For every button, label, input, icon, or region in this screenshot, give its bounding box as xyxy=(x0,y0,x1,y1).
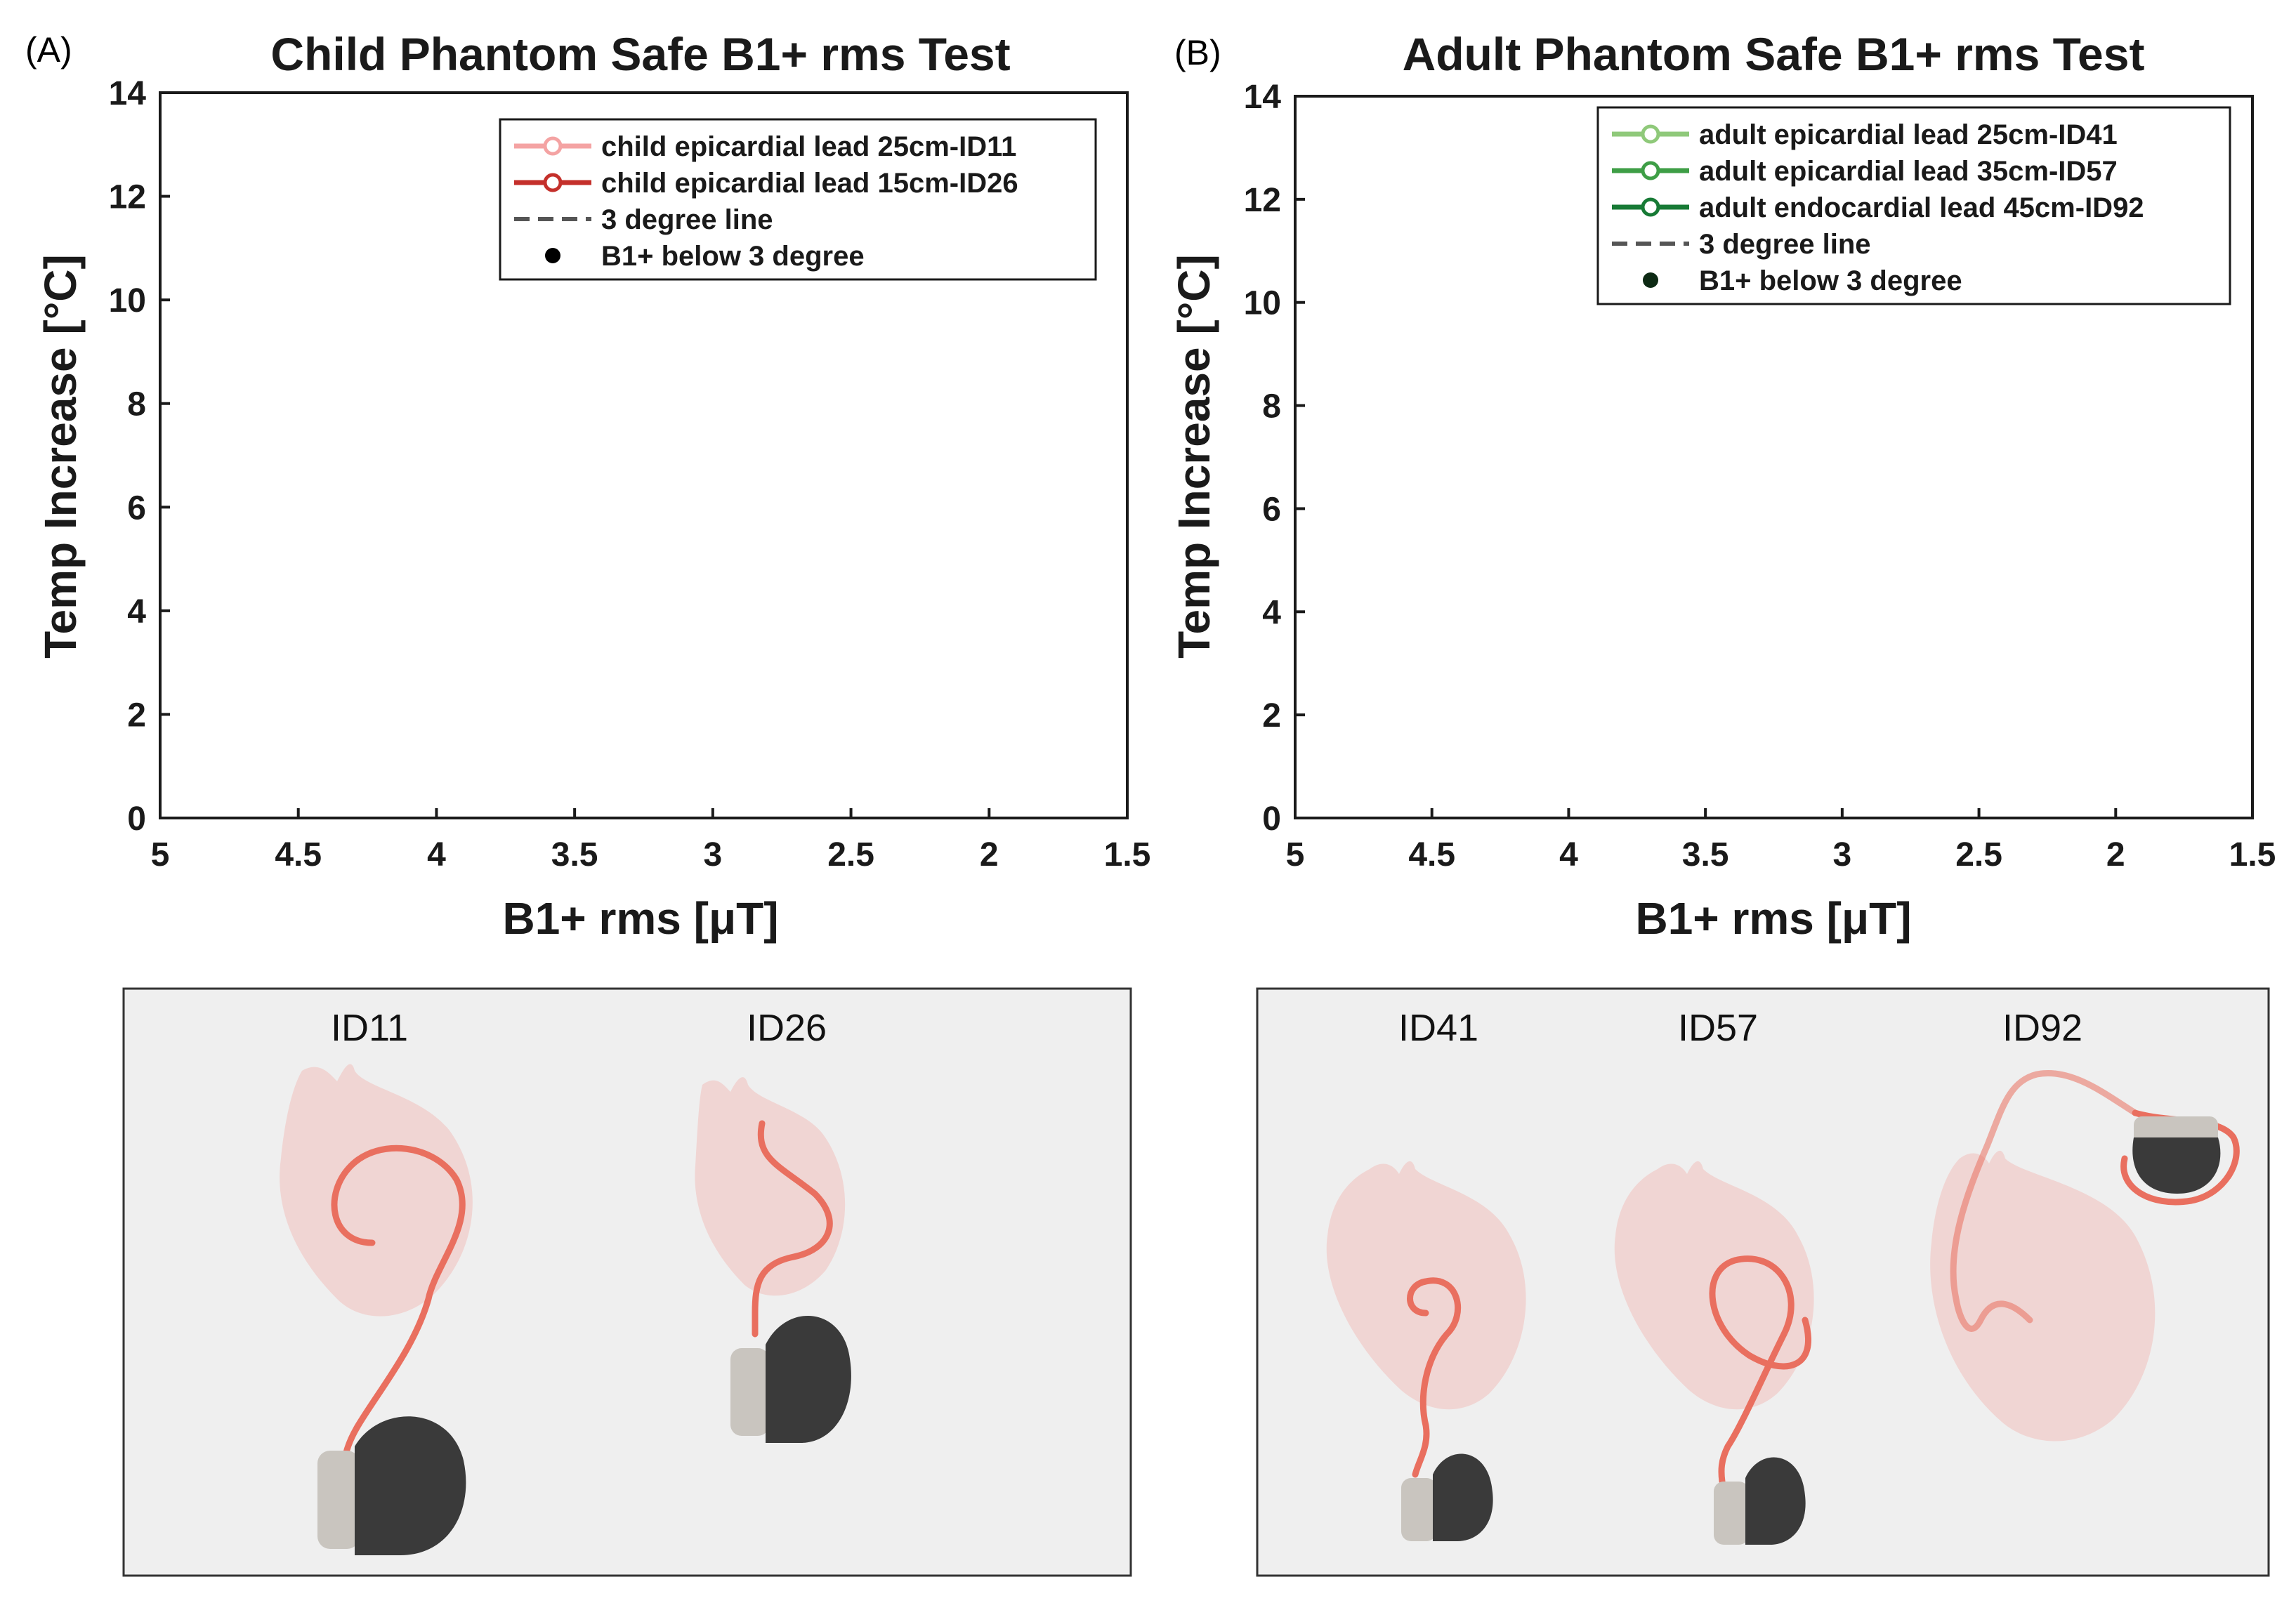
y-tick-label: 4 xyxy=(127,593,146,631)
heart-icon xyxy=(280,1064,473,1317)
illustration-panel-child: ID11 ID26 xyxy=(122,987,1132,1577)
lead-wire-id57 xyxy=(1709,1255,1811,1485)
illustration-panel-adult: ID41 ID57 ID92 xyxy=(1256,987,2270,1577)
x-tick-label: 2.5 xyxy=(827,836,874,873)
legend-swatch-marker xyxy=(1641,197,1660,217)
y-tick-label: 14 xyxy=(1244,79,1282,116)
x-tick-label: 4 xyxy=(1559,836,1578,873)
heart-icon xyxy=(1930,1150,2156,1442)
x-tick-label: 3.5 xyxy=(551,836,598,873)
pacemaker-body-id41 xyxy=(1433,1453,1493,1541)
y-tick-label: 8 xyxy=(1262,388,1281,426)
y-tick-label: 14 xyxy=(109,75,147,112)
y-tick-label: 6 xyxy=(127,489,146,527)
device-label-id11: ID11 xyxy=(331,1007,408,1049)
pacemaker-header-id26 xyxy=(730,1348,769,1436)
legend-label: 3 degree line xyxy=(1699,229,1871,260)
pacemaker-header-id41 xyxy=(1401,1478,1436,1541)
chart-a-xlabel: B1+ rms [μT] xyxy=(502,893,778,944)
legend-label: adult endocardial lead 45cm-ID92 xyxy=(1699,192,2144,223)
chart-a-ylabel: Temp Increase [°C] xyxy=(35,254,86,659)
legend-label: child epicardial lead 25cm-ID11 xyxy=(601,131,1016,162)
pacemaker-header-id11 xyxy=(317,1451,360,1549)
panel-label-a: (A) xyxy=(25,30,72,70)
pacemaker-body-id57 xyxy=(1745,1457,1806,1545)
legend-label: adult epicardial lead 25cm-ID41 xyxy=(1699,119,2118,150)
x-tick-label: 5 xyxy=(1286,836,1305,873)
device-label-id41: ID41 xyxy=(1398,1007,1478,1049)
chart-child-phantom: Child Phantom Safe B1+ rms Test B1+ rms … xyxy=(35,28,1150,944)
legend-label: B1+ below 3 degree xyxy=(601,241,865,272)
device-label-id57: ID57 xyxy=(1678,1007,1758,1049)
illustration-frame-left xyxy=(122,987,1132,1577)
chart-b-xlabel: B1+ rms [μT] xyxy=(1635,893,1911,944)
y-tick-label: 6 xyxy=(1262,491,1281,528)
lead-wire-id11 xyxy=(331,1144,466,1471)
legend-label: B1+ below 3 degree xyxy=(1699,265,1962,296)
heart-icon xyxy=(1326,1161,1526,1410)
chart-adult-phantom: Adult Phantom Safe B1+ rms Test B1+ rms … xyxy=(1169,28,2276,944)
legend-label: child epicardial lead 15cm-ID26 xyxy=(601,168,1018,199)
y-tick-label: 10 xyxy=(109,282,146,319)
heart-icon xyxy=(695,1077,846,1296)
x-tick-label: 4.5 xyxy=(1408,836,1455,873)
lead-wire-id92 xyxy=(1950,1070,2139,1332)
legend-swatch-marker xyxy=(1641,124,1660,144)
x-tick-label: 2 xyxy=(2106,836,2125,873)
legend-label: adult epicardial lead 35cm-ID57 xyxy=(1699,156,2118,187)
x-tick-label: 3.5 xyxy=(1682,836,1729,873)
y-tick-label: 12 xyxy=(109,179,146,216)
pacemaker-header-id57 xyxy=(1714,1482,1749,1545)
device-label-id92: ID92 xyxy=(2002,1007,2082,1049)
device-label-id26: ID26 xyxy=(747,1007,827,1049)
legend-swatch-dot xyxy=(1643,272,1658,288)
y-tick-label: 10 xyxy=(1244,285,1281,322)
x-tick-label: 4 xyxy=(427,836,446,873)
y-tick-label: 0 xyxy=(127,800,146,838)
panel-label-b: (B) xyxy=(1174,33,1221,72)
x-tick-label: 1.5 xyxy=(2229,836,2276,873)
x-tick-label: 5 xyxy=(151,836,170,873)
chart-a-title: Child Phantom Safe B1+ rms Test xyxy=(270,28,1010,80)
y-tick-label: 2 xyxy=(127,697,146,734)
y-tick-label: 0 xyxy=(1262,800,1281,838)
x-tick-label: 4.5 xyxy=(275,836,322,873)
pacemaker-body-id92 xyxy=(2132,1137,2221,1194)
x-tick-label: 2.5 xyxy=(1955,836,2002,873)
x-tick-label: 3 xyxy=(1833,836,1852,873)
legend-box xyxy=(499,118,1097,281)
x-tick-label: 1.5 xyxy=(1104,836,1151,873)
y-tick-label: 8 xyxy=(127,386,146,423)
x-tick-label: 3 xyxy=(704,836,723,873)
legend-swatch-marker xyxy=(543,173,563,192)
legend-box xyxy=(1596,106,2231,305)
y-tick-label: 2 xyxy=(1262,697,1281,734)
legend-swatch-dot xyxy=(545,248,560,263)
legend-label: 3 degree line xyxy=(601,204,773,235)
legend-swatch-marker xyxy=(1641,161,1660,180)
y-tick-label: 4 xyxy=(1262,594,1281,631)
y-tick-label: 12 xyxy=(1244,182,1281,219)
legend-swatch-marker xyxy=(543,136,563,156)
lead-wire-id26 xyxy=(752,1120,833,1338)
lead-wire-id41 xyxy=(1407,1277,1461,1478)
pacemaker-body-id26 xyxy=(766,1315,851,1443)
chart-b-ylabel: Temp Increase [°C] xyxy=(1169,254,1219,659)
pacemaker-body-id11 xyxy=(355,1416,466,1555)
chart-b-title: Adult Phantom Safe B1+ rms Test xyxy=(1403,28,2145,80)
x-tick-label: 2 xyxy=(980,836,999,873)
